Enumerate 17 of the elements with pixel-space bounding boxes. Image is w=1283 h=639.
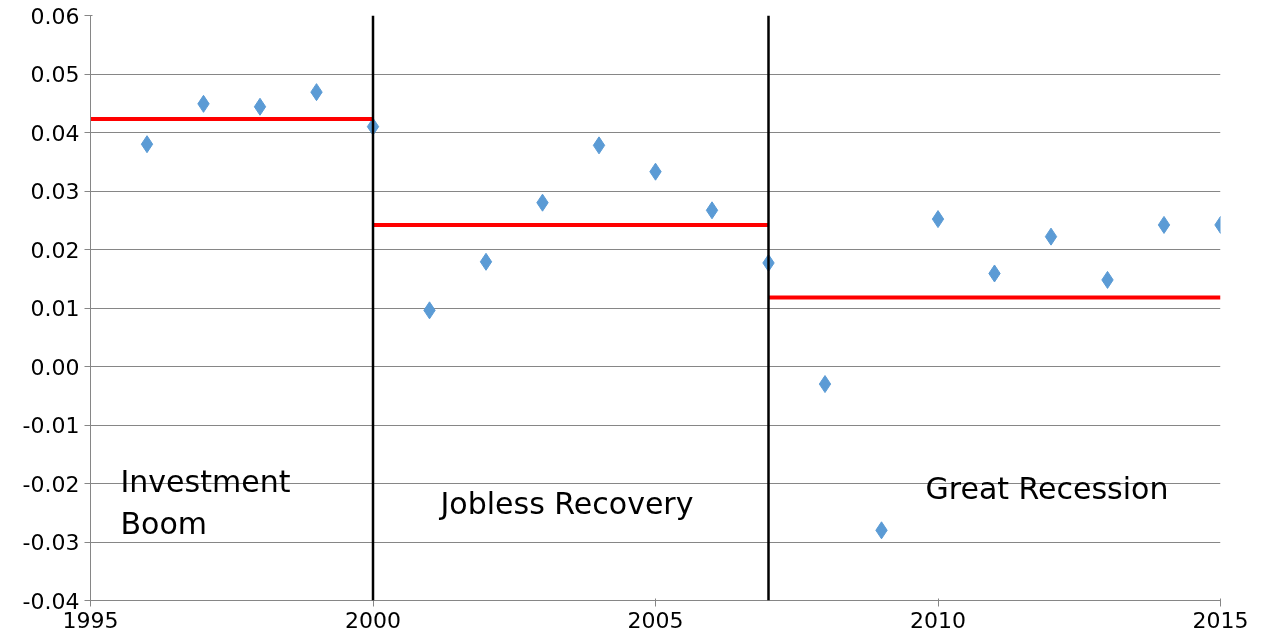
y-tick-label: -0.02 <box>22 471 80 497</box>
y-tick-label: 0.05 <box>30 62 80 87</box>
annotation: Jobless Recovery <box>438 485 694 521</box>
x-tick-label: 2000 <box>345 607 402 633</box>
y-tick-label: -0.03 <box>22 530 80 555</box>
y-tick-label: 0.06 <box>30 3 80 29</box>
annotation: Investment Boom <box>120 463 291 541</box>
x-tick-label: 2015 <box>1192 607 1249 633</box>
x-tick-label: 2010 <box>910 607 967 633</box>
y-tick-label: -0.01 <box>22 413 80 438</box>
y-tick-label: 0.02 <box>30 237 80 263</box>
x-tick-label: 2005 <box>627 607 684 633</box>
annotation: Great Recession <box>925 470 1169 506</box>
y-tick-label: 0.03 <box>30 179 80 204</box>
y-tick-label: 0.04 <box>30 120 80 146</box>
y-tick-label: 0.00 <box>30 354 80 380</box>
y-tick-label: 0.01 <box>30 296 80 321</box>
